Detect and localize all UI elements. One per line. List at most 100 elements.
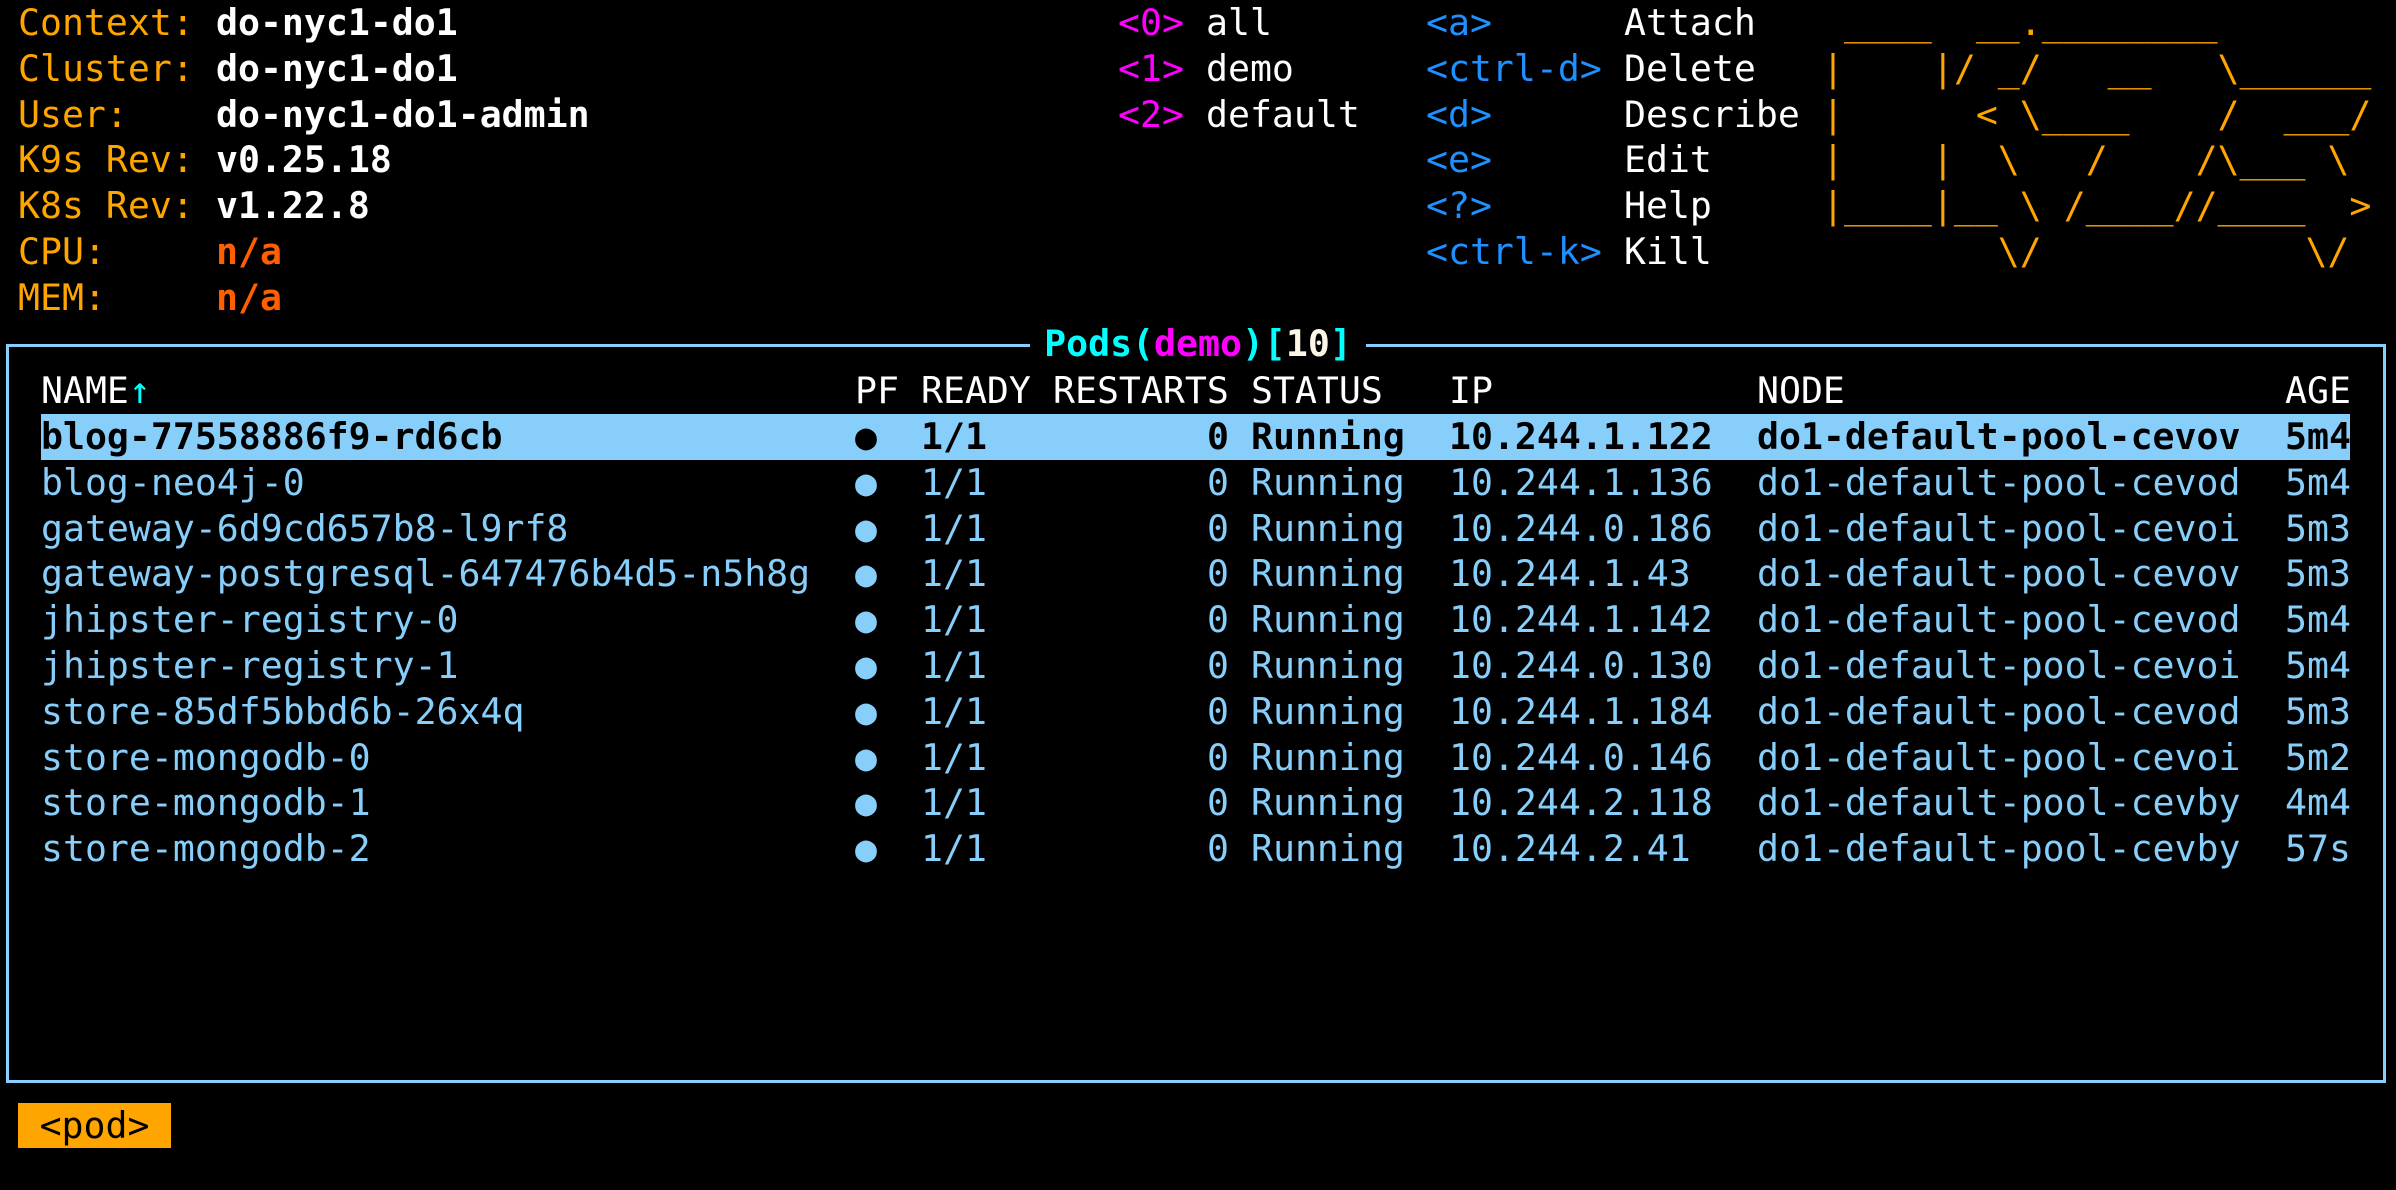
- info-label: MEM:: [18, 275, 106, 319]
- info-label: Cluster:: [18, 46, 194, 90]
- column-header-status[interactable]: STATUS: [1251, 369, 1383, 412]
- cell-node: do1-default-pool-cevov: [1757, 552, 2241, 596]
- cell-node: do1-default-pool-cevoi: [1757, 644, 2241, 687]
- hotkey-key[interactable]: <e>: [1426, 138, 1492, 182]
- port-forward-dot-icon: ●: [855, 415, 877, 458]
- cell-ready: 1/1: [921, 598, 987, 642]
- cell-restarts: 0: [1207, 598, 1229, 642]
- cell-status: Running: [1251, 827, 1405, 871]
- cell-status: Running: [1251, 506, 1405, 550]
- info-value: n/a: [216, 275, 282, 319]
- cell-name: store-mongodb-1: [41, 781, 371, 825]
- cell-node: do1-default-pool-cevod: [1757, 460, 2241, 504]
- table-row[interactable]: jhipster-registry-0 ● 1/1 0 Running 10.244.1.…: [41, 597, 2351, 643]
- cell-ready: 1/1: [921, 460, 987, 504]
- cell-status: Running: [1251, 552, 1405, 596]
- port-forward-dot-icon: ●: [855, 506, 877, 550]
- hotkey-action[interactable]: Edit: [1624, 138, 1712, 182]
- cell-status: Running: [1251, 644, 1405, 687]
- cell-status: Running: [1251, 460, 1405, 504]
- namespace-shortcut-key[interactable]: <1>: [1118, 46, 1184, 90]
- sort-arrow-icon: ↑: [128, 369, 151, 412]
- table-row[interactable]: blog-77558886f9-rd6cb ● 1/1 0 Running 10.244.…: [41, 414, 2351, 460]
- cell-age: 5m4: [2285, 598, 2351, 642]
- hotkey-key[interactable]: <?>: [1426, 184, 1492, 228]
- table-row[interactable]: store-mongodb-1 ● 1/1 0 Running 10.244.2.118 d…: [41, 780, 2351, 826]
- column-header-pf[interactable]: PF: [855, 369, 899, 412]
- hotkey-key[interactable]: <d>: [1426, 92, 1492, 136]
- cell-node: do1-default-pool-cevov: [1757, 415, 2241, 458]
- table-row[interactable]: gateway-6d9cd657b8-l9rf8 ● 1/1 0 Running 10.2…: [41, 506, 2351, 552]
- view-title: Pods(demo)[10]: [0, 321, 2396, 367]
- column-header-node[interactable]: NODE: [1757, 369, 1845, 412]
- table-row[interactable]: store-85df5bbd6b-26x4q ● 1/1 0 Running 10.244…: [41, 689, 2351, 735]
- cell-restarts: 0: [1207, 781, 1229, 825]
- table-row[interactable]: jhipster-registry-1 ● 1/1 0 Running 10.244.0.…: [41, 643, 2351, 689]
- namespace-shortcut-key[interactable]: <2>: [1118, 92, 1184, 136]
- cell-name: blog-neo4j-0: [41, 460, 305, 504]
- resource-name: Pods: [1044, 322, 1133, 365]
- cell-restarts: 0: [1207, 689, 1229, 733]
- cell-node: do1-default-pool-cevby: [1757, 781, 2241, 825]
- column-header-label: NAME: [41, 369, 129, 412]
- info-label: K8s Rev:: [18, 184, 194, 228]
- cell-ip: 10.244.0.130: [1449, 644, 1713, 687]
- cell-ready: 1/1: [921, 735, 987, 779]
- column-header-ready[interactable]: READY: [921, 369, 1031, 412]
- port-forward-dot-icon: ●: [855, 827, 877, 871]
- cell-restarts: 0: [1207, 460, 1229, 504]
- k9s-logo-line: \/ \/: [1822, 230, 2372, 273]
- breadcrumb-pod[interactable]: <pod>: [18, 1103, 171, 1148]
- hotkey-action[interactable]: Help: [1624, 184, 1712, 228]
- cell-restarts: 0: [1207, 827, 1229, 871]
- table-row[interactable]: store-mongodb-0 ● 1/1 0 Running 10.244.0.146 d…: [41, 735, 2351, 781]
- info-label: CPU:: [18, 230, 106, 273]
- column-header-name[interactable]: NAME↑: [41, 368, 151, 414]
- cell-ip: 10.244.1.43: [1449, 552, 1691, 596]
- port-forward-dot-icon: ●: [855, 781, 877, 825]
- cell-age: 4m4: [2285, 781, 2351, 825]
- info-value: do-nyc1-do1: [216, 1, 458, 44]
- cell-restarts: 0: [1207, 644, 1229, 687]
- cell-status: Running: [1251, 415, 1405, 458]
- cell-restarts: 0: [1207, 735, 1229, 779]
- cell-ip: 10.244.0.146: [1449, 735, 1713, 779]
- hotkey-action[interactable]: Attach: [1624, 1, 1756, 44]
- info-value: do-nyc1-do1-admin: [216, 92, 590, 136]
- cell-node: do1-default-pool-cevod: [1757, 689, 2241, 733]
- cell-status: Running: [1251, 781, 1405, 825]
- namespace-name: demo: [1154, 322, 1242, 365]
- hotkey-key[interactable]: <a>: [1426, 1, 1492, 44]
- column-header-restarts[interactable]: RESTARTS: [1053, 369, 1229, 412]
- cell-ready: 1/1: [921, 415, 987, 458]
- table-row[interactable]: gateway-postgresql-647476b4d5-n5h8g ● 1/1 0…: [41, 551, 2351, 597]
- hotkey-action[interactable]: Describe: [1624, 92, 1800, 136]
- column-header-age[interactable]: AGE: [2285, 369, 2351, 412]
- cell-ready: 1/1: [921, 552, 987, 596]
- k9s-logo-line: | < \____ / ___/: [1822, 92, 2372, 136]
- info-label: User:: [18, 92, 128, 136]
- namespace-shortcut-name[interactable]: all: [1206, 1, 1272, 44]
- hotkey-key[interactable]: <ctrl-k>: [1426, 230, 1602, 273]
- cell-ready: 1/1: [921, 781, 987, 825]
- table-row[interactable]: blog-neo4j-0 ● 1/1 0 Running 10.244.1.136 do1-…: [41, 460, 2351, 506]
- namespace-shortcut-name[interactable]: default: [1206, 92, 1360, 136]
- cell-age: 5m4: [2285, 644, 2351, 687]
- hotkey-action[interactable]: Kill: [1624, 230, 1712, 273]
- cell-status: Running: [1251, 598, 1405, 642]
- column-header-ip[interactable]: IP: [1449, 369, 1493, 412]
- cell-ip: 10.244.0.186: [1449, 506, 1713, 550]
- cell-ip: 10.244.1.136: [1449, 460, 1713, 504]
- cell-age: 5m4: [2285, 460, 2351, 504]
- cell-ip: 10.244.1.122: [1449, 415, 1713, 458]
- table-row[interactable]: store-mongodb-2 ● 1/1 0 Running 10.244.2.41 do…: [41, 826, 2351, 872]
- info-value: do-nyc1-do1: [216, 46, 458, 90]
- namespace-shortcut-key[interactable]: <0>: [1118, 1, 1184, 44]
- cell-ready: 1/1: [921, 506, 987, 550]
- hotkey-action[interactable]: Delete: [1624, 46, 1756, 90]
- k9s-logo-line: ____ __.________: [1822, 1, 2372, 44]
- namespace-shortcut-name[interactable]: demo: [1206, 46, 1294, 90]
- cell-name: jhipster-registry-0: [41, 598, 459, 642]
- k9s-logo-line: | |/ _/ __ \______: [1822, 46, 2372, 90]
- hotkey-key[interactable]: <ctrl-d>: [1426, 46, 1602, 90]
